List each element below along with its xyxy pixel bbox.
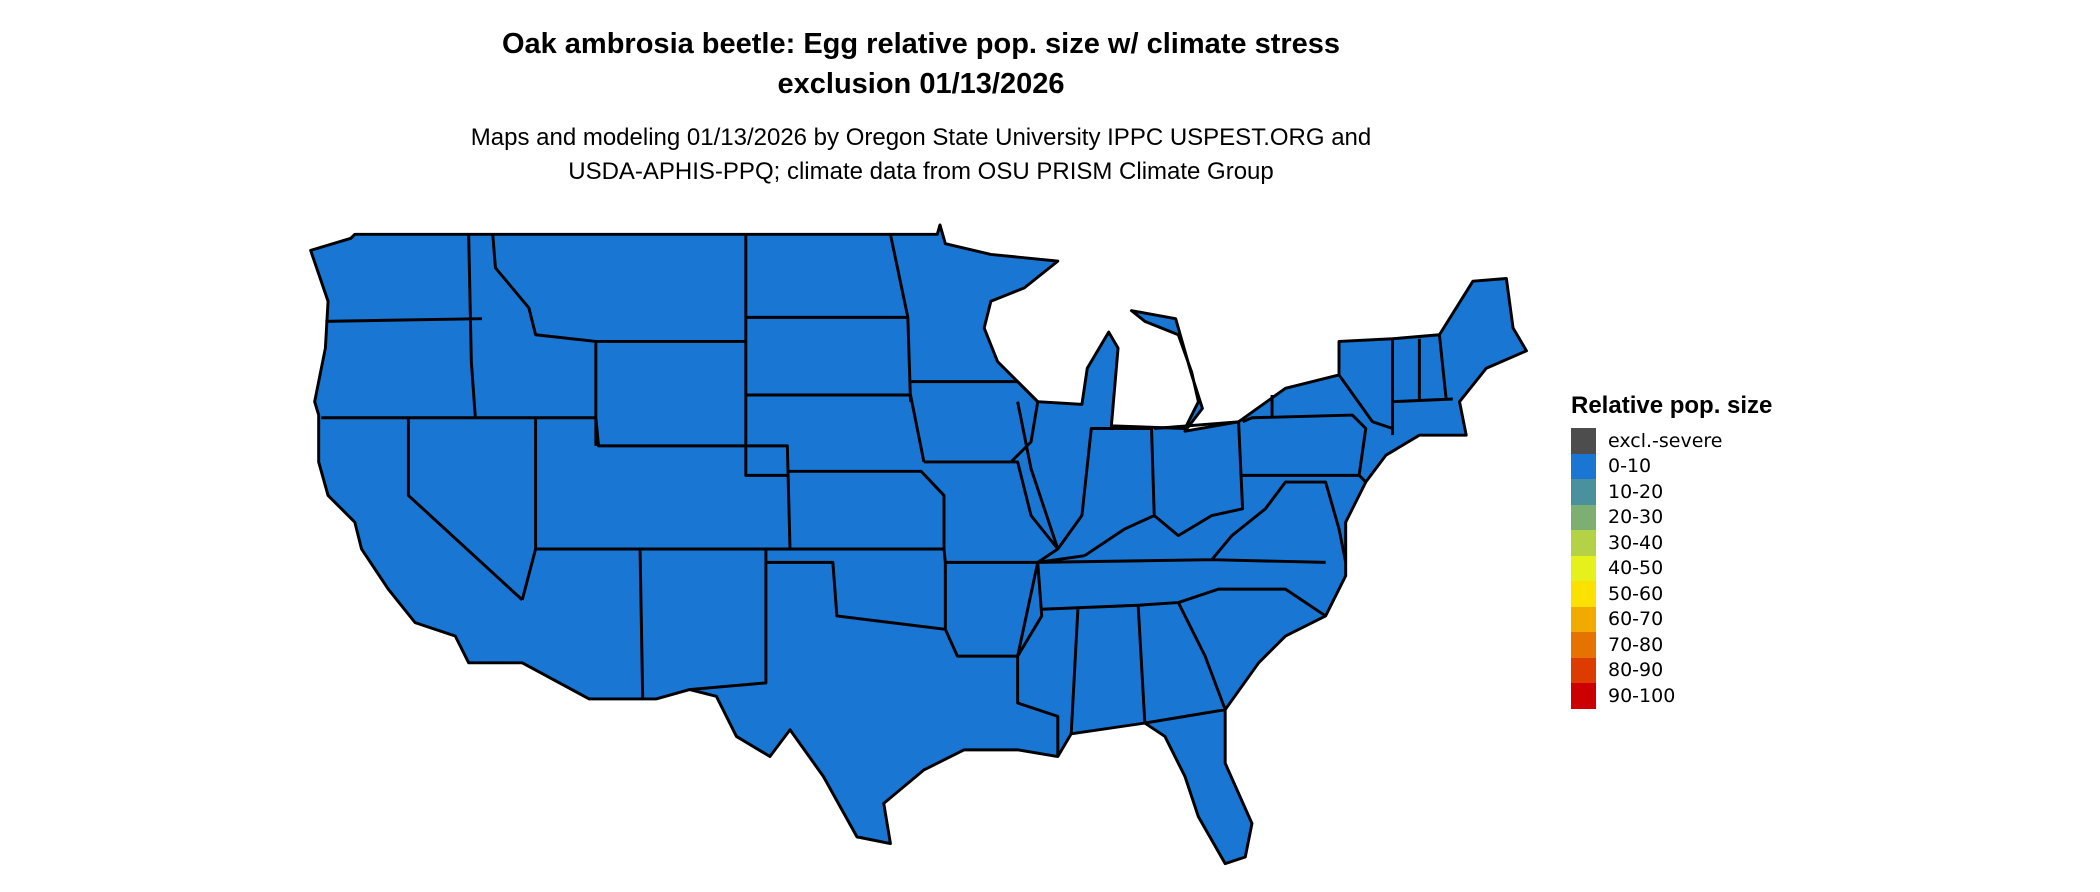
- legend-item: 10-20: [1571, 479, 1772, 505]
- subtitle-line2: USDA-APHIS-PPQ; climate data from OSU PR…: [568, 158, 1274, 185]
- legend-swatch: [1571, 555, 1596, 581]
- map-title-line1: Oak ambrosia beetle: Egg relative pop. s…: [501, 28, 1341, 60]
- legend: Relative pop. size excl.-severe 0-10 10-20…: [1571, 392, 1772, 709]
- legend-item: 40-50: [1571, 555, 1772, 581]
- legend-swatch: [1571, 683, 1596, 709]
- legend-item: 50-60: [1571, 581, 1772, 607]
- legend-swatch: [1571, 581, 1596, 607]
- legend-swatch: [1571, 504, 1596, 530]
- legend-title: Relative pop. size: [1571, 392, 1773, 419]
- legend-item: 90-100: [1571, 683, 1772, 709]
- legend-item: 60-70: [1571, 606, 1772, 632]
- legend-swatch: [1571, 428, 1596, 454]
- state-borders: [321, 234, 1453, 757]
- legend-item: 20-30: [1571, 504, 1772, 530]
- legend-label: 10-20: [1608, 480, 1664, 503]
- legend-label: 30-40: [1608, 531, 1664, 554]
- legend-swatch: [1571, 606, 1596, 632]
- legend-label: 60-70: [1608, 608, 1664, 631]
- us-outline: [309, 223, 1528, 866]
- legend-item: 70-80: [1571, 632, 1772, 658]
- legend-label: 0-10: [1608, 455, 1652, 478]
- legend-swatch: [1571, 657, 1596, 683]
- subtitle-line1: Maps and modeling 01/13/2026 by Oregon S…: [470, 124, 1372, 151]
- legend-item: 0-10: [1571, 453, 1772, 479]
- legend-label: 90-100: [1608, 684, 1676, 707]
- legend-swatch: [1571, 632, 1596, 658]
- legend-swatch: [1571, 479, 1596, 505]
- legend-label: 80-90: [1608, 659, 1664, 682]
- legend-label: 50-60: [1608, 582, 1664, 605]
- legend-label: 20-30: [1608, 506, 1664, 529]
- legend-item: excl.-severe: [1571, 428, 1772, 454]
- map-title-line2: exclusion 01/13/2026: [777, 68, 1065, 100]
- legend-item: 80-90: [1571, 657, 1772, 683]
- legend-swatch: [1571, 453, 1596, 479]
- legend-item: 30-40: [1571, 530, 1772, 556]
- legend-label: excl.-severe: [1608, 429, 1723, 452]
- legend-label: 70-80: [1608, 633, 1664, 656]
- legend-swatch: [1571, 530, 1596, 556]
- legend-label: 40-50: [1608, 557, 1664, 580]
